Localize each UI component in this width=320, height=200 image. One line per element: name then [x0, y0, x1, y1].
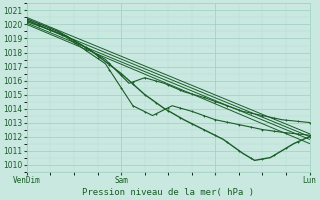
X-axis label: Pression niveau de la mer( hPa ): Pression niveau de la mer( hPa )	[82, 188, 254, 197]
